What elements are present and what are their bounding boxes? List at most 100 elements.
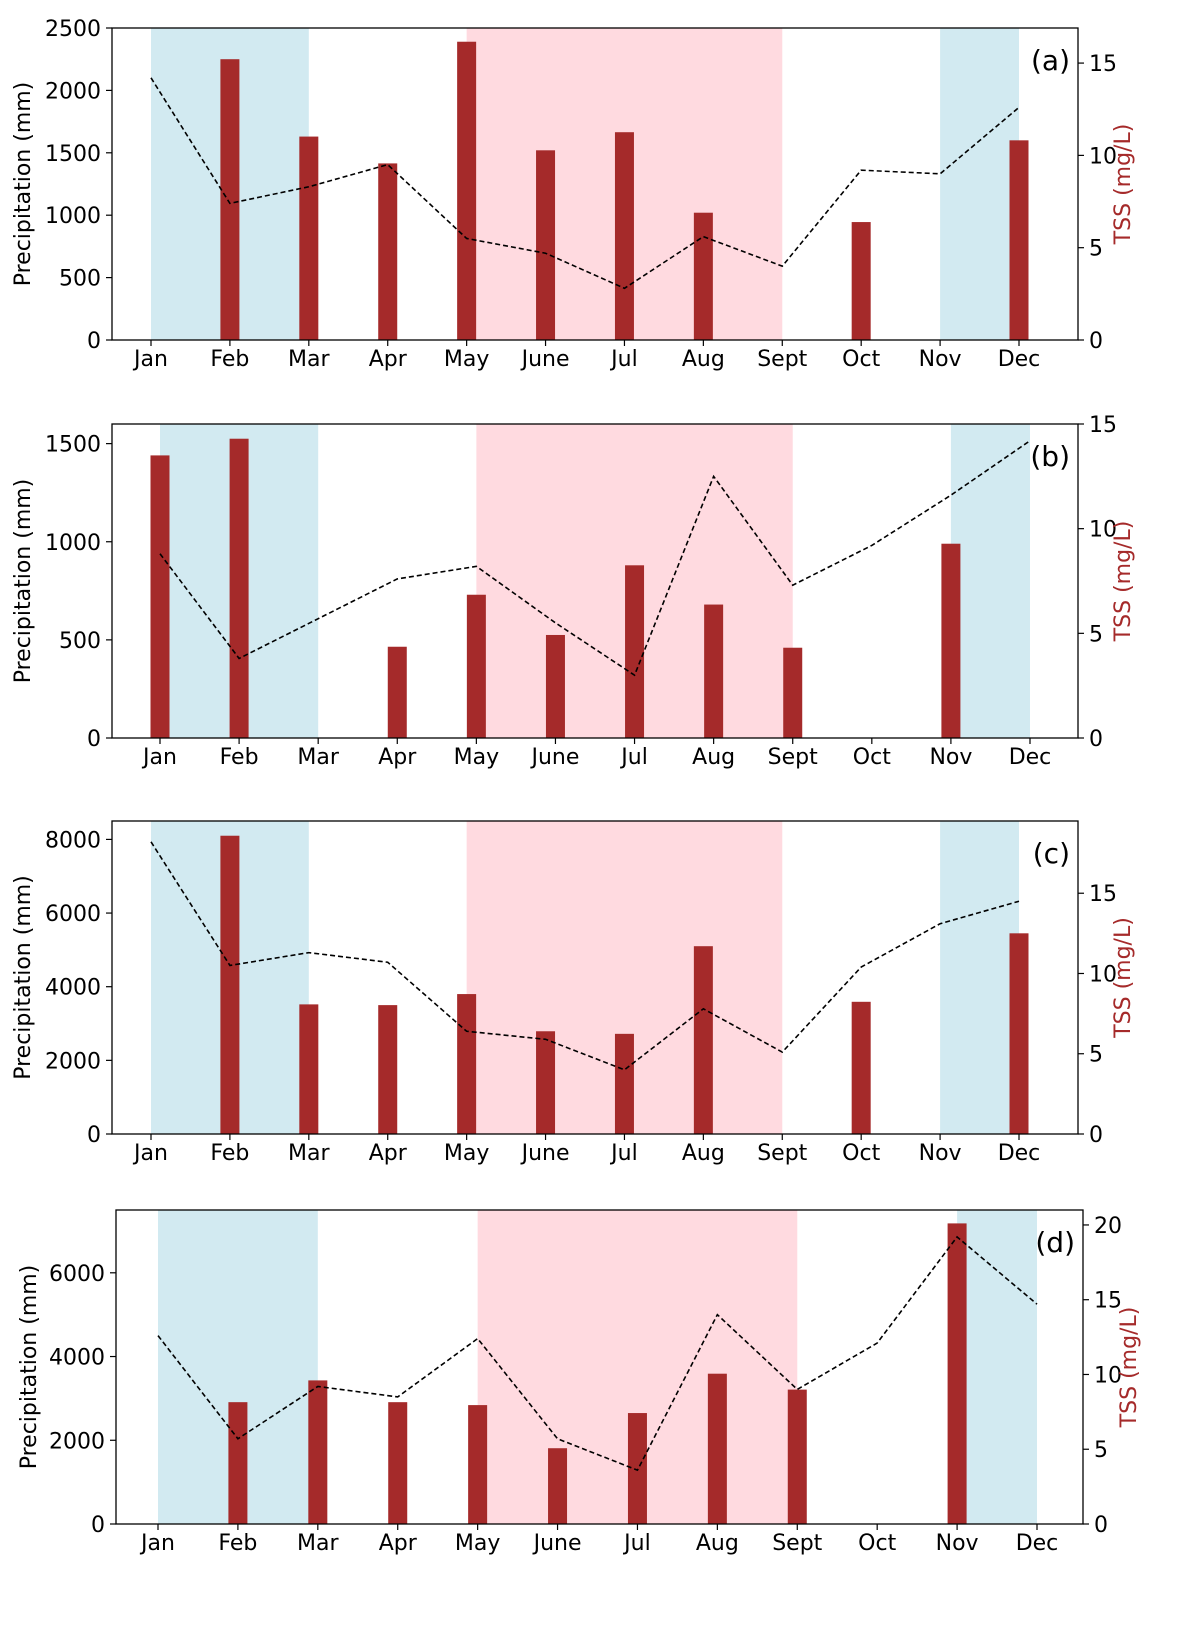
panel-label: (a)	[1031, 44, 1070, 77]
panel-label: (b)	[1030, 440, 1070, 473]
x-tick-label-mar: Mar	[288, 347, 330, 372]
precipitation-bar-apr	[387, 646, 407, 738]
panel-label: (c)	[1033, 837, 1070, 870]
x-tick-label-nov: Nov	[936, 1531, 979, 1556]
precipitation-bar-oct	[851, 1001, 871, 1134]
y2-axis-label: TSS (mg/L)	[1111, 917, 1136, 1039]
y-tick-label: 2000	[45, 1049, 101, 1074]
precipitation-bar-oct	[851, 222, 871, 340]
y-tick-label: 1000	[45, 531, 101, 556]
x-tick-label-dec: Dec	[998, 347, 1041, 372]
y2-axis-label: TSS (mg/L)	[1111, 521, 1136, 643]
x-tick-label-feb: Feb	[210, 347, 249, 372]
chart-panel-3: 0 2000 4000 6000 8000 0 5 10 15 Jan Feb Mar Apr May Ju…	[0, 796, 1200, 1194]
x-tick-label-oct: Oct	[853, 745, 891, 770]
y-tick-label: 1000	[45, 204, 101, 229]
y2-tick-label: 0	[1094, 1513, 1108, 1538]
y-tick-label: 6000	[49, 1262, 105, 1287]
x-tick-label-oct: Oct	[842, 1141, 880, 1166]
chart-panel-2: 0 500 1000 1500 0 5 10 15 Jan Feb Mar Apr May June Jul…	[0, 398, 1200, 796]
chart-svg: 0 2000 4000 6000 0 5 10 15 20 Jan Feb Mar Apr May June…	[17, 1209, 1142, 1556]
x-tick-label-aug: Aug	[696, 1531, 739, 1556]
panel-label: (d)	[1035, 1226, 1075, 1259]
chart-panel-4: 0 2000 4000 6000 0 5 10 15 20 Jan Feb Mar Apr May June…	[0, 1194, 1200, 1631]
x-tick-label-feb: Feb	[220, 745, 259, 770]
y-tick-label: 0	[91, 1513, 105, 1538]
x-tick-label-jan: Jan	[132, 347, 168, 372]
precipitation-bar-may	[468, 1405, 488, 1524]
y2-tick-label: 10	[1089, 144, 1117, 169]
x-tick-label-dec: Dec	[998, 1141, 1041, 1166]
precipitation-bar-june	[545, 634, 565, 738]
precipitation-bar-feb	[229, 438, 249, 738]
x-tick-label-sept: Sept	[757, 347, 807, 372]
precipitation-bar-feb	[228, 1402, 248, 1524]
y2-tick-label: 15	[1089, 882, 1117, 907]
precipitation-bar-jan	[150, 455, 170, 738]
precipitation-bar-apr	[378, 163, 398, 340]
winter-period-band	[950, 424, 1030, 738]
y-axis-label: Precipitation (mm)	[11, 82, 36, 287]
precipitation-bar-june	[548, 1448, 568, 1524]
precipitation-bar-june	[536, 150, 556, 340]
plot-frame	[115, 1209, 1084, 1525]
y-tick-label: 6000	[45, 902, 101, 927]
precipitation-bar-dec	[1009, 933, 1029, 1134]
x-tick-label-mar: Mar	[288, 1141, 330, 1166]
precipitation-bar-may	[466, 594, 486, 738]
precipitation-bar-mar	[308, 1380, 328, 1524]
precipitation-bar-jul	[614, 1033, 634, 1134]
y2-tick-label: 5	[1094, 1438, 1108, 1463]
precipitation-bar-mar	[299, 1004, 319, 1134]
precipitation-bar-mar	[299, 136, 319, 340]
y2-axis-label: TSS (mg/L)	[1117, 1307, 1142, 1429]
y2-tick-label: 20	[1094, 1214, 1122, 1239]
x-tick-label-may: May	[455, 1531, 500, 1556]
y2-tick-label: 10	[1089, 518, 1117, 543]
y-tick-label: 500	[59, 267, 101, 292]
y2-tick-label: 5	[1089, 1043, 1103, 1068]
x-tick-label-aug: Aug	[692, 745, 735, 770]
x-tick-label-apr: Apr	[379, 1531, 418, 1556]
precipitation-bar-sept	[787, 1389, 807, 1524]
plot-frame	[111, 27, 1079, 341]
x-tick-label-sept: Sept	[768, 745, 818, 770]
precipitation-bar-apr	[388, 1402, 408, 1524]
precipitation-bar-nov	[941, 543, 961, 738]
x-tick-label-june: June	[529, 745, 579, 770]
precipitation-bar-aug	[707, 1373, 727, 1524]
precipitation-bar-may	[457, 41, 477, 341]
precipitation-bar-aug	[693, 946, 713, 1134]
precipitation-bar-nov	[947, 1223, 967, 1524]
y-tick-label: 4000	[45, 976, 101, 1001]
y-tick-label: 2000	[49, 1429, 105, 1454]
precipitation-bar-sept	[783, 647, 803, 738]
x-tick-label-mar: Mar	[297, 1531, 339, 1556]
x-tick-label-nov: Nov	[919, 347, 962, 372]
x-tick-label-dec: Dec	[1016, 1531, 1059, 1556]
x-tick-label-oct: Oct	[842, 347, 880, 372]
y-axis-label: Precipitation (mm)	[11, 479, 36, 684]
x-tick-label-dec: Dec	[1009, 745, 1052, 770]
y-tick-label: 0	[87, 1123, 101, 1148]
x-tick-label-feb: Feb	[218, 1531, 257, 1556]
x-tick-label-mar: Mar	[297, 745, 339, 770]
precipitation-bar-june	[536, 1031, 556, 1134]
y2-tick-label: 5	[1089, 237, 1103, 262]
y-tick-label: 8000	[45, 828, 101, 853]
tss-line	[150, 841, 1020, 1071]
y2-axis-label: TSS (mg/L)	[1111, 124, 1136, 246]
tss-line	[157, 1235, 1038, 1472]
plot-frame	[111, 423, 1079, 739]
x-tick-label-june: June	[532, 1531, 582, 1556]
y2-tick-label: 0	[1089, 1123, 1103, 1148]
x-tick-label-jan: Jan	[132, 1141, 168, 1166]
x-tick-label-apr: Apr	[369, 347, 408, 372]
y2-tick-label: 15	[1094, 1289, 1122, 1314]
x-tick-label-jul: Jul	[609, 347, 638, 372]
y-tick-label: 4000	[49, 1346, 105, 1371]
y2-tick-label: 10	[1094, 1363, 1122, 1388]
x-tick-label-aug: Aug	[682, 347, 725, 372]
y2-tick-label: 0	[1089, 329, 1103, 354]
chart-svg: 0 500 1000 1500 0 5 10 15 Jan Feb Mar Apr May June Jul…	[11, 413, 1136, 770]
